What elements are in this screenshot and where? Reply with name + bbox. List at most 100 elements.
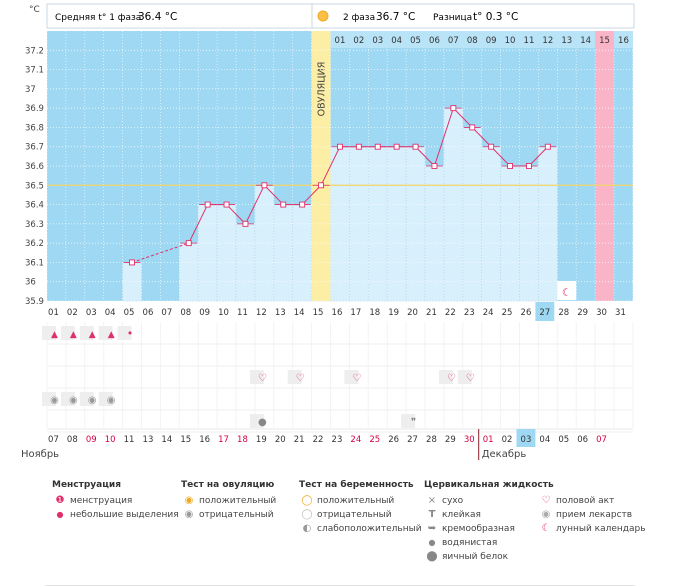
legend-row: ◉ отрицательный [181,508,276,522]
date-label: 15 [180,435,191,445]
cycle-day-label: 02 [67,308,78,318]
date-label: 23 [332,435,343,445]
marker-cell [42,392,56,406]
date-label: 18 [237,435,248,445]
lunar-cell [557,281,577,300]
cervical-creamy-icon: ❞ [411,417,416,428]
cycle-day-label: 11 [237,308,248,318]
cycle-day-label: 09 [199,308,210,318]
legend-row: × сухо [424,494,554,508]
legend: Менструация ❶ менструация ● небольшие выде… [0,480,675,580]
date-label: 22 [313,435,324,445]
legend-row: ◉ прием лекарств [538,508,646,522]
temperature-point [261,182,268,189]
heart-icon: ♡ [541,495,551,506]
pill-icon: ◉ [541,509,551,520]
blood-drop-icon: ▲ [51,330,58,340]
temperature-bar [330,146,350,302]
heart-icon: ♡ [258,373,267,384]
temperature-bar [179,242,199,302]
marker-cell [287,370,302,384]
luteal-day-label: 02 [353,36,364,46]
y-tick-label: 36 [25,278,36,288]
cycle-day-label: 26 [521,308,532,318]
test-negative-icon: ◉ [69,395,78,406]
cycle-day-label: 25 [502,308,513,318]
temperature-point [526,163,532,169]
date-label: 13 [143,435,154,445]
marker-cell [344,370,359,384]
marker-cell [249,370,264,384]
temperature-point [280,201,287,208]
date-label: 09 [86,435,97,445]
marker-cell [79,392,94,406]
cycle-day-label: 03 [86,308,97,318]
cycle-day-label: 05 [124,308,135,318]
marker-cell [117,326,132,340]
marker-cell [60,392,75,406]
luteal-day-label: 10 [505,36,516,46]
date-label: 24 [350,435,361,445]
temperature-point [355,143,362,150]
date-label: 25 [369,435,380,445]
legend-text: слабоположительный [317,524,422,534]
date-label: 27 [407,435,418,445]
temperature-line-segment [245,185,265,225]
date-label: 01 [483,435,494,445]
legend-pregnancy-test: Тест на беременность ◯ положительный ◯ отр… [299,480,422,536]
test-negative-icon: ◉ [50,395,59,406]
test-negative-icon: ◉ [107,395,116,406]
luteal-day-label: 03 [372,36,383,46]
today-date-highlight [516,429,536,447]
cycle-day-label: 07 [161,308,172,318]
legend-text: менструация [70,496,133,506]
blood-drop-icon: ▲ [89,330,96,340]
cycle-day-label: 22 [445,308,456,318]
legend-text: водянистая [442,538,498,548]
test-positive-icon: ◉ [184,495,194,506]
luteal-day-label: 15 [599,36,610,46]
date-label: 17 [218,435,229,445]
date-label: 04 [539,435,550,445]
moon-icon: ☾ [541,523,551,534]
phase1-value: 36.4 °C [138,11,177,23]
temperature-point [129,259,136,266]
cycle-day-label: 31 [615,308,626,318]
date-label: 07 [596,435,607,445]
legend-menstruation-title: Менструация [52,480,121,490]
legend-text: кремообразная [442,524,515,534]
phase1-label: Средняя t° 1 фаза [55,13,141,23]
blood-drop-icon: ▲ [70,330,77,340]
pregnancy-weak-icon: ◐ [302,523,312,534]
legend-text: отрицательный [317,510,392,520]
temperature-line-segment [433,107,454,167]
temperature-point [469,124,476,131]
luteal-day-label: 05 [410,36,421,46]
phase2-label: 2 фаза [343,13,375,23]
cycle-day-label: 18 [369,308,380,318]
date-label: 30 [464,435,475,445]
y-tick-label: 36.6 [25,162,44,172]
legend-row: ● небольшие выделения [52,508,179,522]
legend-row: ● водянистая [424,536,554,550]
temperature-line-segment [415,146,435,167]
legend-row: ♡ половой акт [538,494,646,508]
date-label: 03 [521,435,532,445]
cycle-day-label: 16 [332,308,343,318]
luteal-day-label: 16 [618,36,629,46]
temperature-bar [500,165,520,302]
sticky-icon: T [428,509,436,520]
date-label: 14 [161,435,172,445]
temperature-point [299,201,306,208]
pregnancy-positive-icon: ◯ [301,495,313,506]
y-tick-label: 37 [25,85,36,95]
cycle-day-label: 12 [256,308,267,318]
temperature-line-segment [301,184,322,205]
cycle-day-label: 13 [275,308,286,318]
temperature-line-segment [490,146,511,167]
legend-other: ♡ половой акт ◉ прием лекарств ☾ лунный кал… [538,494,646,536]
luteal-day-label: 04 [391,36,402,46]
heart-icon: ♡ [447,373,456,384]
luteal-day-label: 08 [467,36,478,46]
